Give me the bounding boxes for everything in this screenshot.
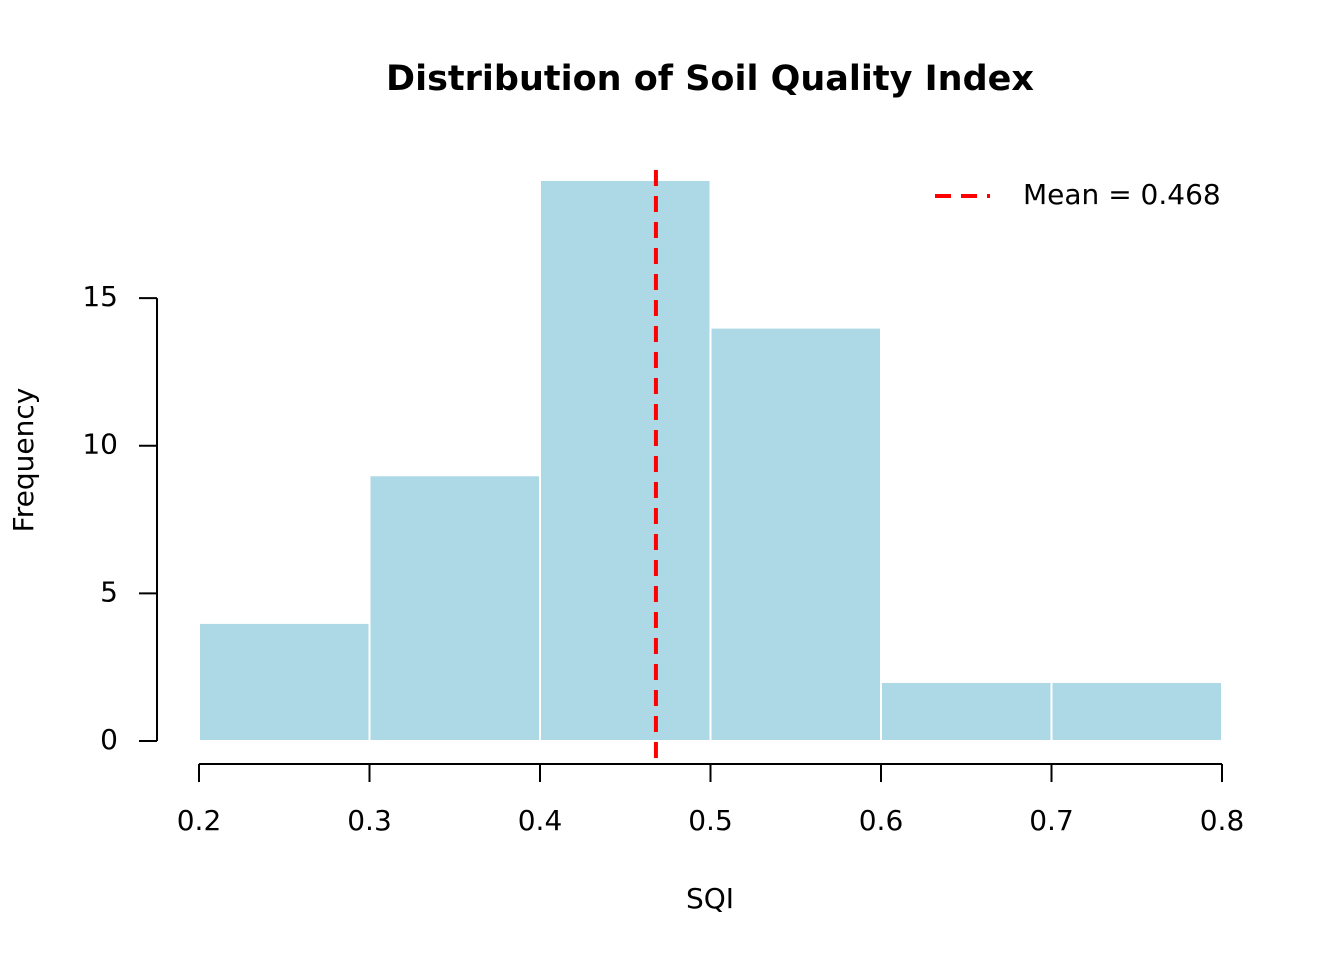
x-tick-label: 0.4	[518, 804, 563, 837]
x-tick-label: 0.7	[1029, 804, 1074, 837]
y-tick-label: 15	[82, 280, 118, 313]
x-tick-label: 0.3	[347, 804, 392, 837]
y-tick-label: 5	[100, 575, 118, 608]
y-tick-label: 0	[100, 723, 118, 756]
bar	[1050, 680, 1223, 743]
bar	[709, 326, 882, 742]
x-axis-title: SQI	[686, 882, 734, 915]
legend-label: Mean = 0.468	[1023, 178, 1221, 211]
bar	[880, 680, 1053, 743]
x-tick-label: 0.6	[859, 804, 904, 837]
chart-title: Distribution of Soil Quality Index	[386, 59, 1034, 99]
bar	[368, 474, 541, 742]
x-tick-label: 0.8	[1200, 804, 1245, 837]
y-tick-label: 10	[82, 428, 118, 461]
bar	[198, 621, 371, 742]
y-axis-title: Frequency	[7, 388, 40, 533]
x-tick-label: 0.5	[688, 804, 733, 837]
bar	[539, 179, 712, 742]
x-tick-label: 0.2	[177, 804, 222, 837]
